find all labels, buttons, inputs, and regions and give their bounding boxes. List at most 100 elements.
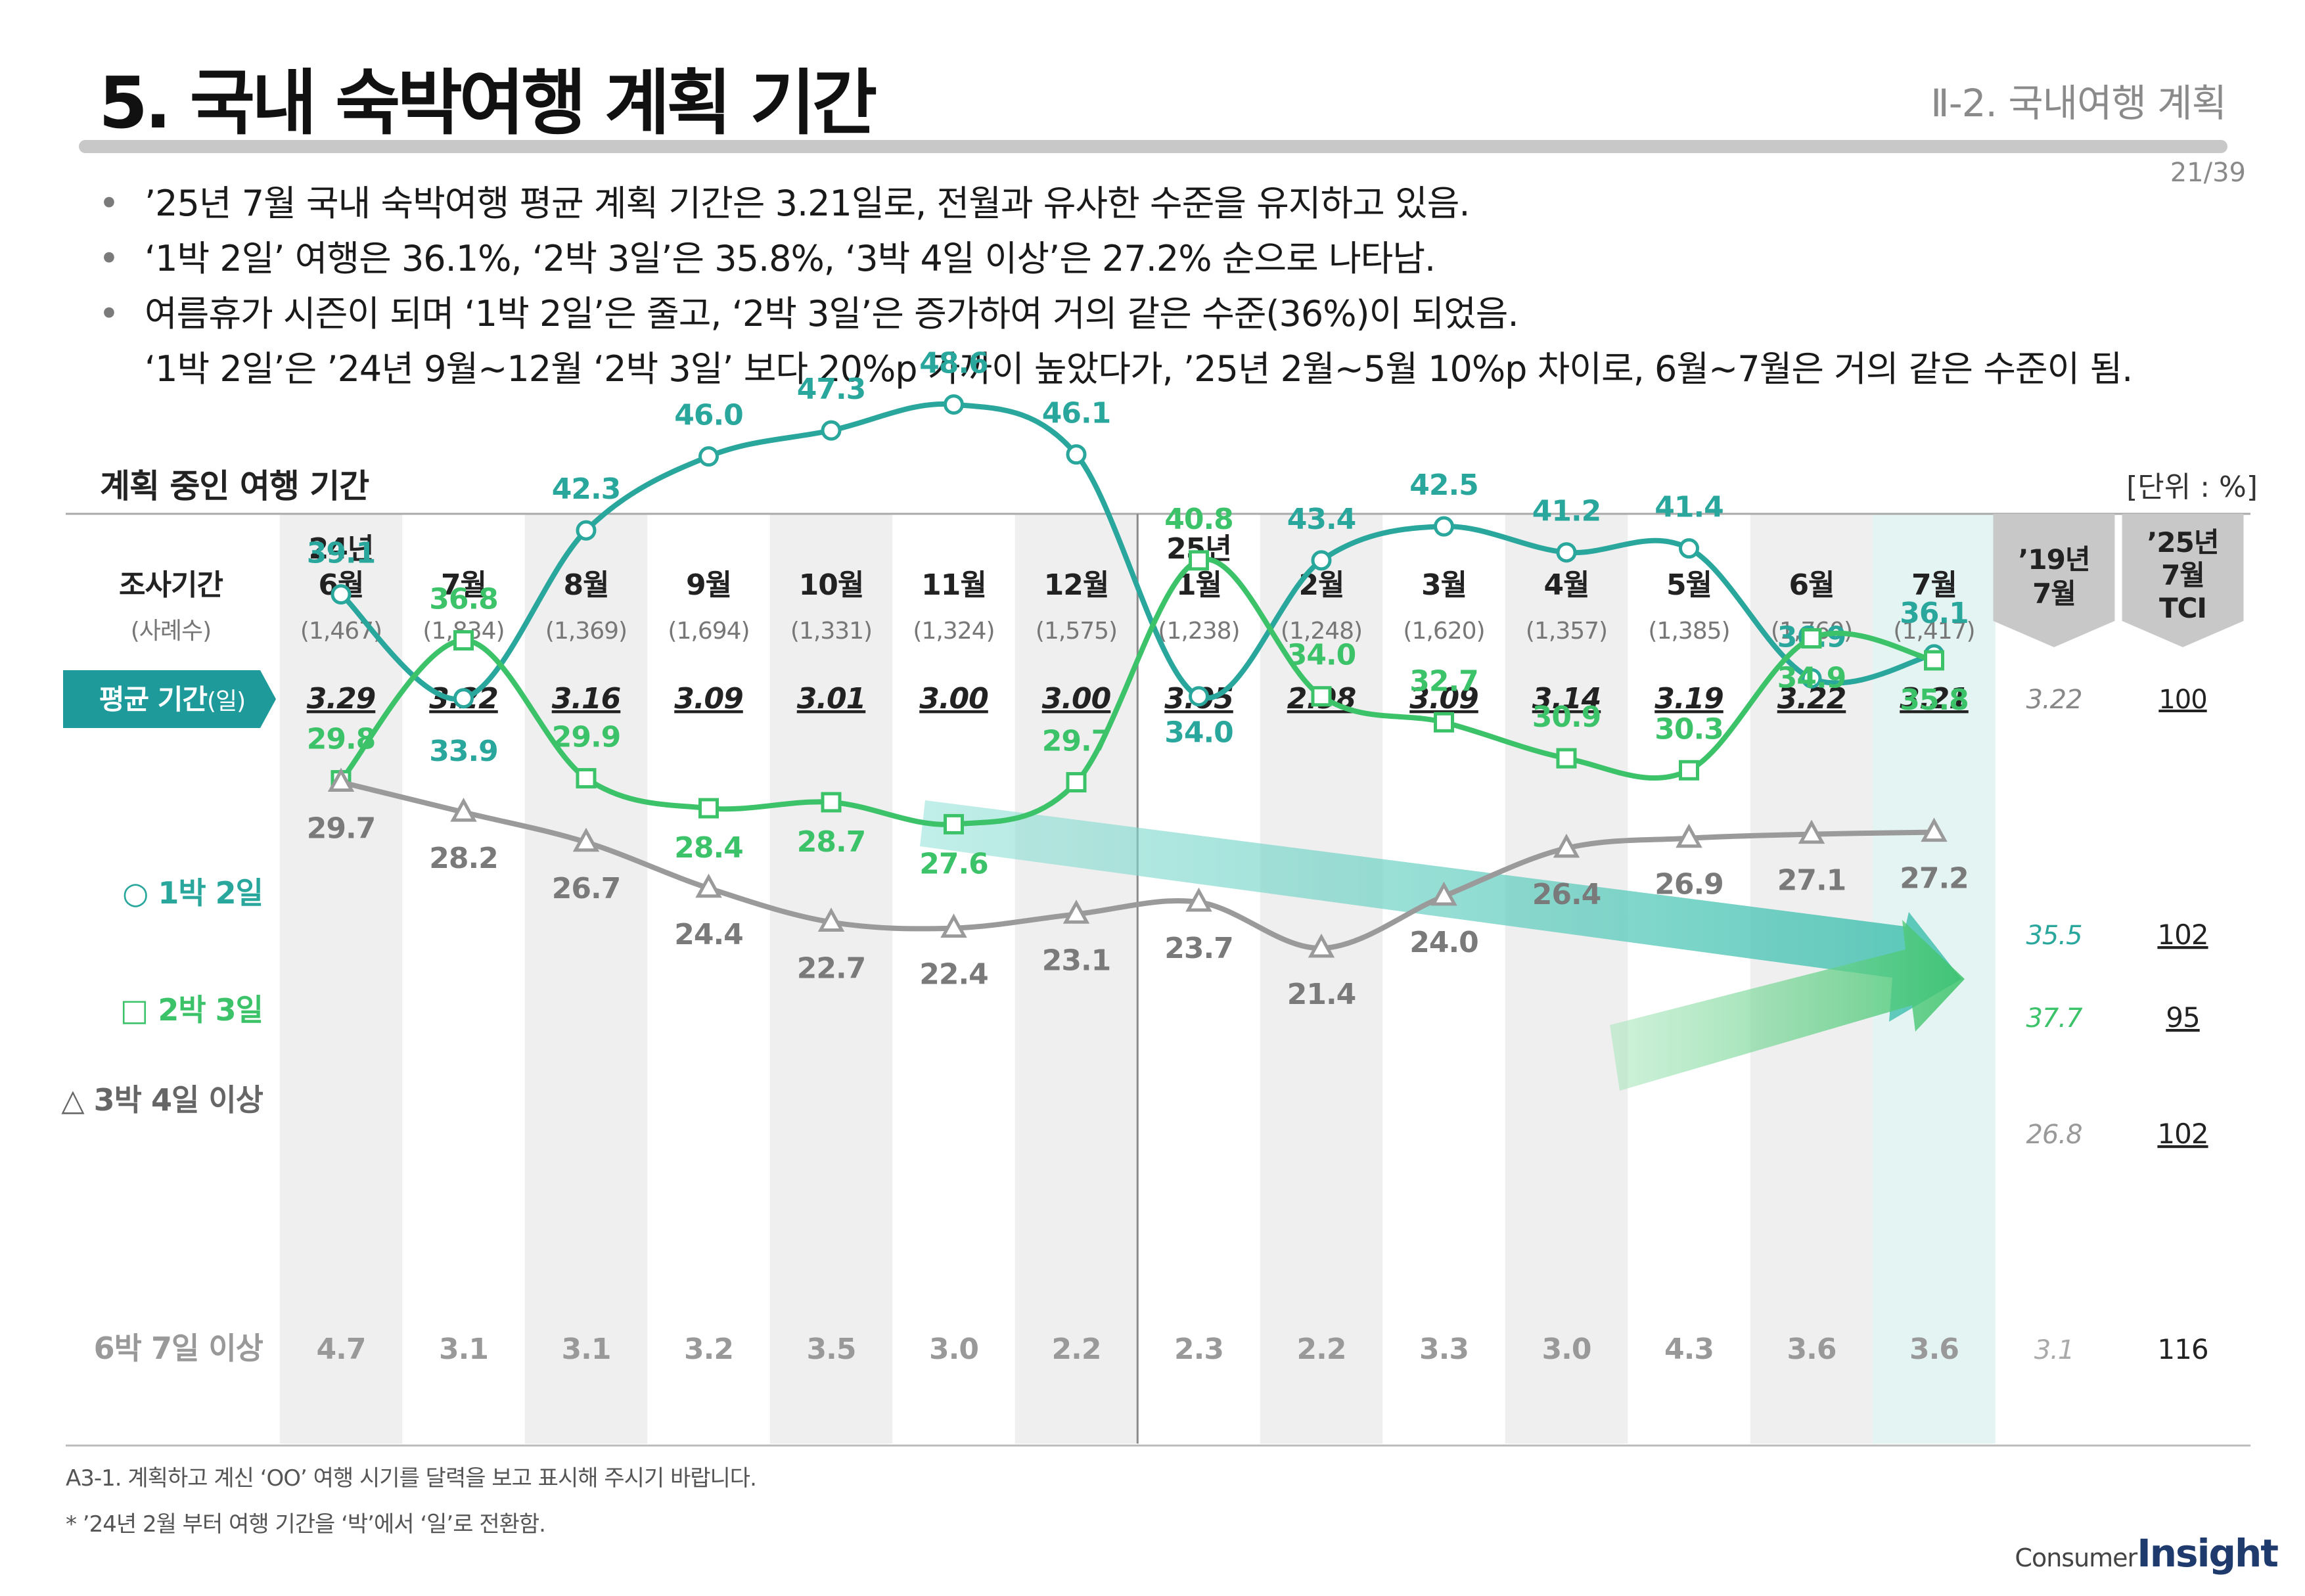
circle-marker bbox=[1311, 550, 1332, 571]
series-data-label: 35.8 bbox=[1900, 683, 1969, 717]
square-marker bbox=[1679, 760, 1699, 781]
category-month-label: 10월 bbox=[799, 568, 864, 602]
avg-label-tag bbox=[63, 670, 276, 728]
circle-marker bbox=[1434, 516, 1454, 537]
column-band bbox=[524, 514, 648, 1444]
category-month-label: 12월 bbox=[1044, 568, 1109, 602]
sample-size-label: (1,575) bbox=[1036, 618, 1117, 645]
series-data-label: 23.7 bbox=[1164, 932, 1233, 965]
logo-text-consumer: Consumer bbox=[2015, 1543, 2137, 1572]
circle-marker bbox=[1556, 542, 1577, 563]
series-data-label: 30.9 bbox=[1532, 700, 1601, 734]
series-data-label: 28.7 bbox=[797, 825, 866, 859]
sample-size-label: (1,417) bbox=[1893, 618, 1974, 645]
series-data-label: 42.5 bbox=[1409, 468, 1478, 502]
tci-header-shape bbox=[2122, 514, 2244, 647]
sample-size-label: (1,369) bbox=[545, 618, 627, 645]
triangle-marker bbox=[1308, 933, 1335, 958]
sub-row-value: 3.6 bbox=[1909, 1333, 1959, 1366]
logo-text-insight: Insight bbox=[2137, 1531, 2279, 1576]
triangle-marker bbox=[695, 873, 722, 898]
triangle-marker bbox=[450, 797, 477, 822]
column-band bbox=[1260, 514, 1383, 1444]
footnote-question: A3-1. 계획하고 계신 ‘OO’ 여행 시기를 달력을 보고 표시해 주시기… bbox=[66, 1465, 757, 1492]
series-data-label: 26.9 bbox=[1655, 868, 1723, 901]
tci-avg-value: 100 bbox=[2158, 685, 2206, 715]
avg-label-unit: (일) bbox=[207, 688, 245, 715]
triangle-marker bbox=[1062, 900, 1090, 924]
ref-2019-value: 26.8 bbox=[2026, 1120, 2082, 1150]
row-label-period: 조사기간 bbox=[119, 568, 223, 602]
circle-marker bbox=[944, 394, 964, 415]
avg-days-value: 3.01 bbox=[797, 682, 866, 716]
avg-days-value: 3.21 bbox=[1900, 682, 1969, 716]
sample-size-label: (1,324) bbox=[913, 618, 994, 645]
triangle-marker bbox=[817, 907, 845, 932]
series-data-label: 34.0 bbox=[1287, 639, 1356, 672]
square-marker bbox=[1066, 772, 1087, 793]
ref-2019-value: 35.5 bbox=[2026, 921, 2082, 951]
circle-marker bbox=[1679, 538, 1699, 559]
sample-size-label: (1,467) bbox=[300, 618, 382, 645]
ref-2019-value: 37.7 bbox=[2026, 1003, 2083, 1034]
square-marker bbox=[821, 792, 842, 813]
triangle-marker bbox=[1430, 881, 1457, 906]
title-divider bbox=[79, 140, 2227, 153]
series-legend-label: ○ 1박 2일 bbox=[122, 875, 263, 911]
circle-marker bbox=[698, 446, 719, 467]
sub-row-value: 3.0 bbox=[1542, 1333, 1591, 1366]
avg-days-value: 3.16 bbox=[552, 682, 621, 716]
series-data-label: 21.4 bbox=[1287, 978, 1356, 1011]
circle-marker bbox=[1066, 444, 1087, 465]
teal-trend-arrow bbox=[920, 800, 1961, 1022]
square-marker bbox=[453, 630, 474, 651]
series-data-label: 26.7 bbox=[552, 872, 621, 905]
sample-size-label: (1,385) bbox=[1648, 618, 1729, 645]
bullet-text: ‘1박 2일’ 여행은 36.1%, ‘2박 3일’은 35.8%, ‘3박 4… bbox=[145, 238, 1436, 279]
sub-row-ref-value: 3.1 bbox=[2034, 1335, 2074, 1365]
bullet-item: • ‘1박 2일’ 여행은 36.1%, ‘2박 3일’은 35.8%, ‘3박 … bbox=[99, 231, 2234, 286]
square-marker bbox=[698, 798, 719, 819]
sub-row-value: 2.2 bbox=[1052, 1333, 1101, 1366]
series-data-label: 24.4 bbox=[674, 918, 743, 951]
triangle-marker bbox=[1798, 819, 1825, 844]
series-data-label: 24.0 bbox=[1409, 926, 1478, 959]
triangle-marker bbox=[1921, 817, 1948, 842]
square-marker bbox=[1556, 748, 1577, 769]
triangle-marker bbox=[1553, 833, 1580, 858]
series-data-label: 46.0 bbox=[674, 399, 743, 432]
section-label: Ⅱ-2. 국내여행 계획 bbox=[1930, 81, 2227, 125]
bullet-item: • 여름휴가 시즌이 되며 ‘1박 2일’은 줄고, ‘2박 3일’은 증가하여 … bbox=[99, 286, 2234, 397]
square-marker bbox=[576, 767, 597, 788]
series-data-label: 29.7 bbox=[1042, 725, 1111, 758]
square-marker bbox=[1801, 628, 1822, 649]
triangle-marker bbox=[1185, 887, 1212, 912]
series-data-label: 43.4 bbox=[1287, 503, 1356, 536]
column-band bbox=[1505, 514, 1628, 1444]
avg-days-value: 3.09 bbox=[674, 682, 743, 716]
series-data-label: 32.7 bbox=[1409, 664, 1478, 698]
sub-row-value: 2.2 bbox=[1297, 1333, 1346, 1366]
bullet-dot-icon: • bbox=[99, 183, 120, 224]
sample-size-label: (1,694) bbox=[668, 618, 749, 645]
bullet-continuation: ‘1박 2일’은 ’24년 9월~12월 ‘2박 3일’ 보다 20%p 가까이… bbox=[145, 348, 2133, 390]
circle-marker bbox=[576, 520, 597, 541]
sample-size-label: (1,620) bbox=[1403, 618, 1484, 645]
summary-bullets: • ’25년 7월 국내 숙박여행 평균 계획 기간은 3.21일로, 전월과 유… bbox=[99, 176, 2234, 397]
sample-size-label: (1,331) bbox=[790, 618, 872, 645]
series-data-label: 23.1 bbox=[1042, 944, 1111, 977]
category-month-label: 9월 bbox=[686, 568, 731, 602]
ref-header-line1: ’19년 bbox=[2018, 543, 2089, 576]
sub-row-value: 3.3 bbox=[1419, 1333, 1469, 1366]
ref-avg-value: 3.22 bbox=[2026, 685, 2082, 715]
tci-value: 102 bbox=[2157, 1118, 2208, 1150]
bullet-text: ’25년 7월 국내 숙박여행 평균 계획 기간은 3.21일로, 전월과 유사… bbox=[145, 183, 1471, 224]
square-marker bbox=[1924, 650, 1944, 671]
column-band bbox=[1015, 514, 1138, 1444]
avg-days-value: 3.09 bbox=[1409, 682, 1478, 716]
avg-days-value: 3.29 bbox=[307, 682, 376, 716]
category-year-label: 24년 bbox=[309, 532, 374, 566]
series-data-label: 29.9 bbox=[552, 720, 621, 754]
series-line-3 bbox=[340, 779, 1934, 951]
series-data-label: 33.9 bbox=[429, 735, 498, 768]
